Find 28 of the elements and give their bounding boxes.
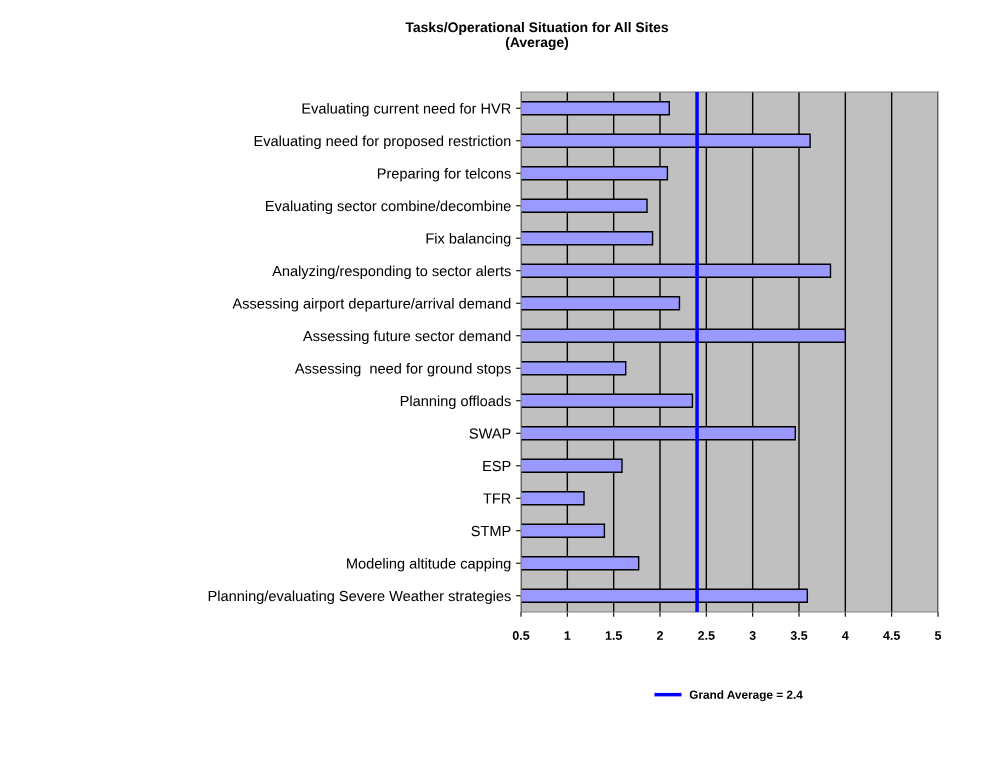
x-tick-label: 1.5 [605,631,623,640]
x-tick-label: 1 [564,631,571,640]
x-tick-label: 3.5 [790,631,808,640]
x-tick-label: 2 [656,631,663,640]
y-tick-label: Fix balancing [426,232,511,247]
y-tick-label: Assessing need for ground stops [294,362,511,377]
y-tick-label: SWAP [469,428,511,439]
y-tick-label: Preparing for telcons [377,167,511,182]
y-tick-label: Evaluating sector combine/decombine [266,200,511,215]
y-tick-label: TFR [483,493,511,504]
y-tick-label: Assessing airport departure/arrival demand [232,297,511,312]
x-tick-label: 4.5 [883,631,901,640]
x-tick-label: 4 [842,631,849,640]
x-tick-label: 0.5 [512,631,530,640]
y-tick-label: Planning/evaluating Severe Weather strategies [208,590,511,605]
x-tick-label: 5 [934,631,942,640]
legend-label: Grand Average = 2.4 [689,690,803,702]
x-tick-label: 2.5 [698,631,715,640]
y-tick-label: STMP [471,525,511,537]
y-tick-label: Analyzing/responding to sector alerts [272,265,511,280]
y-tick-label: Planning offloads [400,395,511,410]
y-tick-label: ESP [483,460,511,472]
x-tick-label: 3 [749,631,756,640]
y-tick-label: Evaluating need for proposed restriction [254,135,511,150]
y-tick-label: Modeling altitude capping [347,557,511,572]
chart-title: Tasks/Operational Situation for All Sites (Average) [405,22,669,50]
y-tick-label: Assessing future sector demand [303,330,511,345]
y-tick-label: Evaluating current need for HVR [302,102,511,117]
